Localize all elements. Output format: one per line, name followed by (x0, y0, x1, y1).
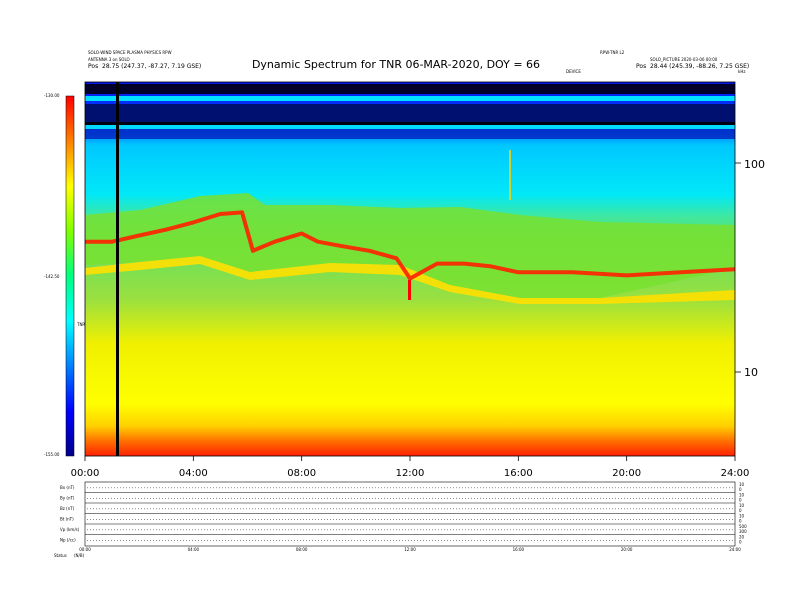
colorbar-min-label: -155.00 (44, 452, 60, 457)
y-tick-label-100: 100 (744, 158, 765, 171)
panel-row-label: Np (/cc) (60, 538, 76, 543)
panel-row-label: Bt (nT) (60, 517, 74, 522)
burst-streak-1200 (408, 280, 411, 300)
header-right-line1: RPW-TNR L2 (600, 50, 625, 55)
panel-x-tick-label: 08:00 (296, 547, 308, 552)
panel-tick-label: 0 (739, 487, 742, 492)
panel-row-label: By (nT) (60, 496, 75, 501)
status-label: Status (54, 553, 67, 558)
panel-tick-label: 20 (739, 535, 745, 540)
panel-tick-label: 10 (739, 493, 745, 498)
colorbar-unit-label: TNR (77, 322, 86, 327)
header-left-pos-label: Pos (88, 63, 99, 70)
y-axis: 100 10 (735, 158, 765, 379)
chart-title: Dynamic Spectrum for TNR 06-MAR-2020, DO… (251, 58, 541, 71)
panel-tick-label: 0 (739, 540, 742, 545)
header-center-small: DEVICE (566, 69, 581, 74)
panel-tick-label: 10 (739, 503, 745, 508)
panels-frame (84, 481, 736, 547)
x-tick-label: 16:00 (504, 468, 533, 479)
panel-x-tick-label: 24:00 (729, 547, 741, 552)
header-corner-unit: kHz (738, 69, 746, 74)
colorbar (65, 95, 75, 457)
panel-tick-label: 0 (739, 519, 742, 524)
panel-x-tick-label: 20:00 (621, 547, 633, 552)
black-stripe (85, 122, 735, 125)
panel-tick-label: 10 (739, 482, 745, 487)
panel-x-tick-label: 00:00 (79, 547, 91, 552)
panel-tick-label: 10 (739, 514, 745, 519)
header-antenna-line: ANTENNA 3 on SOLO (88, 57, 130, 62)
x-tick-label: 08:00 (287, 468, 316, 479)
panel-x-tick-label: 04:00 (188, 547, 200, 552)
top-dark-band (85, 84, 735, 94)
status-value: (N/B) (74, 553, 85, 558)
intensity-ridge-line (85, 210, 735, 281)
dark-band-2 (85, 104, 735, 122)
panel-tick-label: 0 (739, 508, 742, 513)
x-axis: 00:00 04:00 08:00 12:00 16:00 20:00 24:00 (71, 456, 750, 479)
panel-row-label: Bz (nT) (60, 506, 75, 511)
panel-row-label: Bx (nT) (60, 485, 75, 490)
panel-row-label: Vp (km/s) (60, 527, 80, 532)
panel-x-tick-label: 12:00 (404, 547, 416, 552)
colorbar-max-label: -130.00 (44, 93, 60, 98)
header-right-pos: Pos 28.44 (245.39, -88.26, 7.25 GSE) (636, 63, 749, 70)
header-right-pos-value: 28.44 (245.39, -88.26, 7.25 GSE) (650, 63, 750, 70)
header-left-pos: Pos 28.75 (247.37, -87.27, 7.19 GSE) (88, 63, 201, 70)
panel-tick-label: 300 (739, 529, 747, 534)
header-source-line: SOLO-WIND SPACE PLASMA PHYSICS RPW (88, 50, 172, 55)
header-right-line2: SOLO_PICTURE 2020-03-06 00:00 (650, 57, 718, 62)
x-tick-label: 24:00 (721, 468, 750, 479)
colorbar-mid-label: -142.50 (44, 274, 60, 279)
yellow-ridge-shadow (85, 256, 735, 304)
cyan-band-1 (85, 96, 735, 101)
x-tick-label: 00:00 (71, 468, 100, 479)
panel-tick-label: 0 (739, 498, 742, 503)
header-right-pos-label: Pos (636, 63, 647, 70)
x-tick-label: 12:00 (396, 468, 425, 479)
blue-band-3 (85, 129, 735, 139)
burst-streak-1600 (509, 150, 511, 200)
x-tick-label: 04:00 (179, 468, 208, 479)
cyan-band-2 (85, 125, 735, 129)
panel-x-tick-label: 16:00 (513, 547, 525, 552)
panel-tick-label: 500 (739, 524, 747, 529)
y-tick-label-10: 10 (744, 366, 758, 379)
header-left-pos-value: 28.75 (247.37, -87.27, 7.19 GSE) (102, 63, 202, 70)
x-tick-label: 20:00 (612, 468, 641, 479)
